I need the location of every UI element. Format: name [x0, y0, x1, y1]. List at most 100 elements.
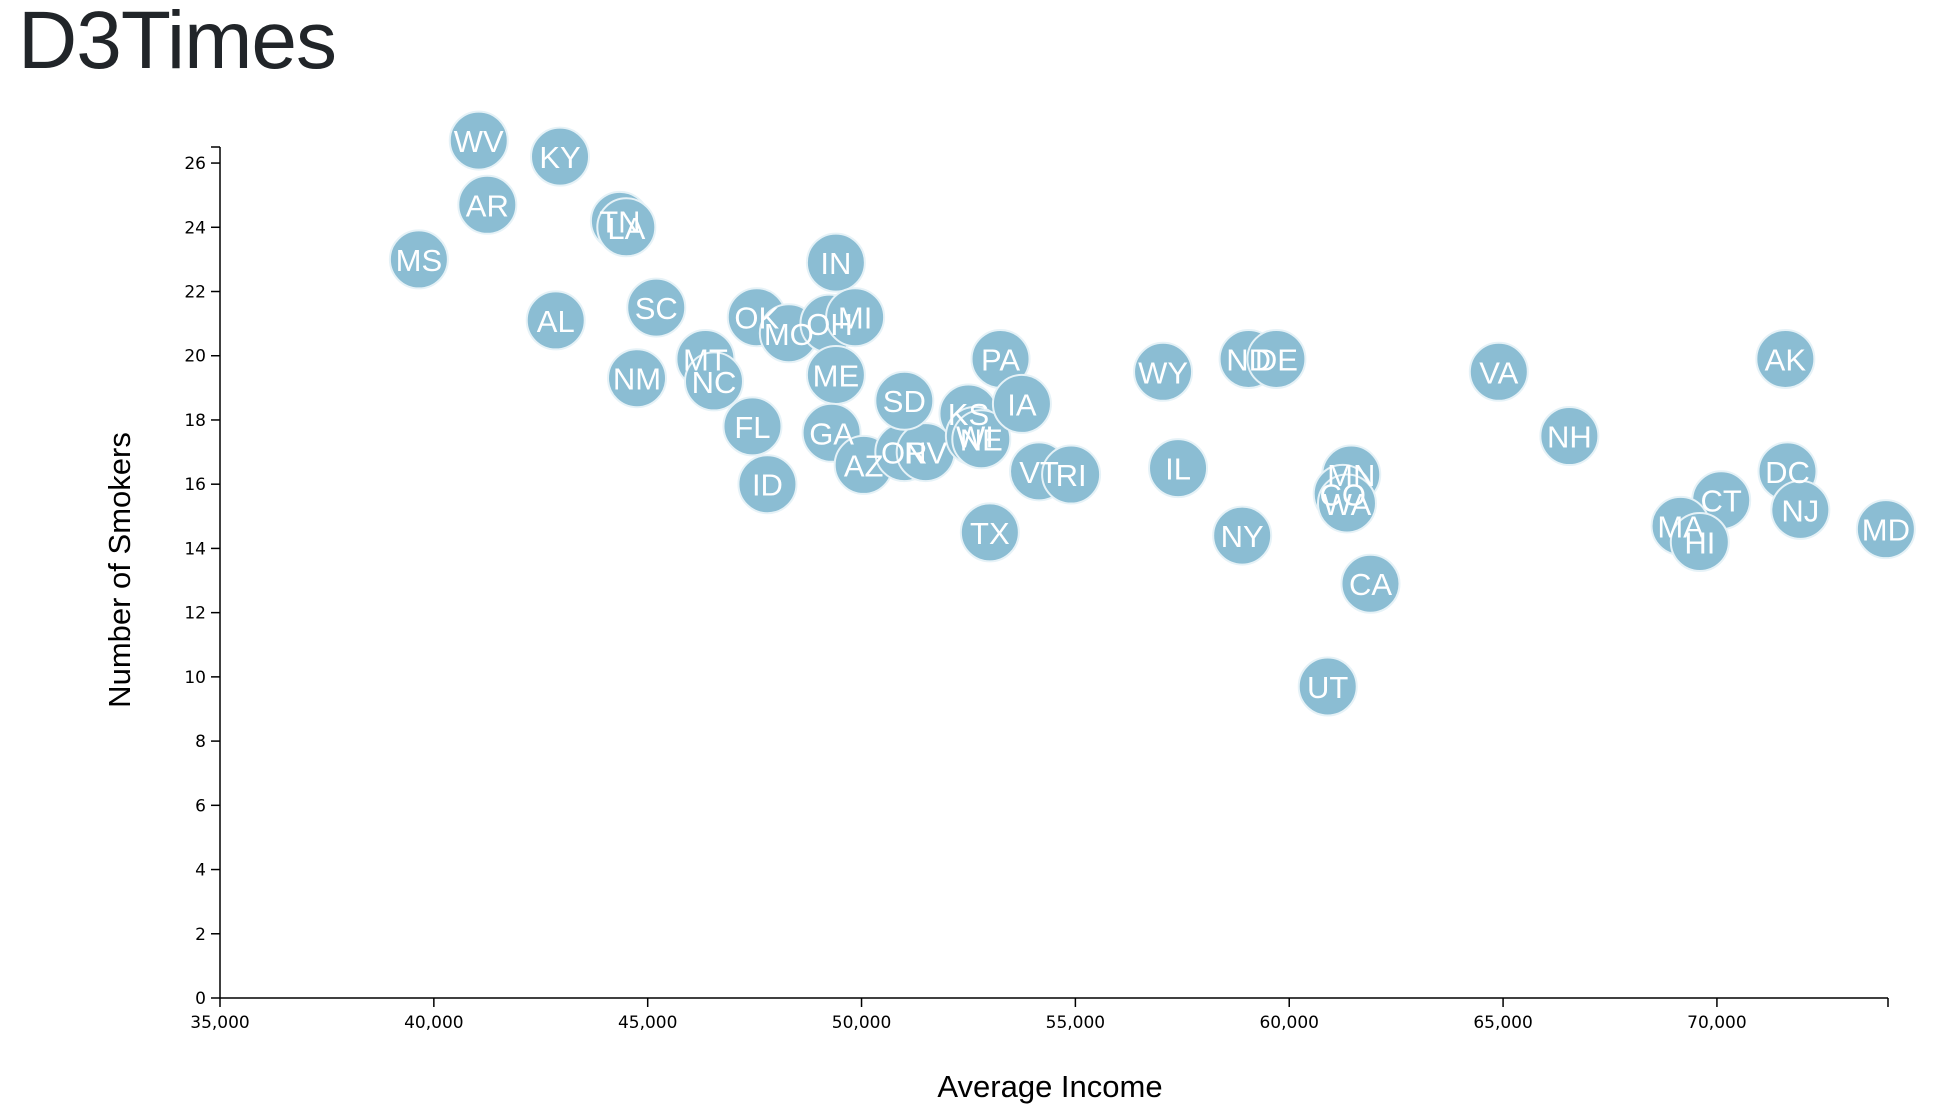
state-point-wy[interactable]: [1133, 341, 1194, 402]
state-label-vt: VT: [1019, 455, 1059, 490]
state-point-sc[interactable]: [626, 277, 687, 338]
state-point-ca[interactable]: [1340, 553, 1401, 614]
state-point-ky[interactable]: [530, 126, 591, 187]
state-label-fl: FL: [734, 410, 770, 445]
state-point-la[interactable]: [596, 197, 657, 258]
state-label-ut: UT: [1307, 670, 1348, 705]
y-tick-label: 20: [184, 347, 206, 367]
state-label-va: VA: [1479, 355, 1518, 390]
state-label-ia: IA: [1007, 387, 1037, 422]
state-point-nh[interactable]: [1539, 406, 1600, 467]
state-label-mo: MO: [764, 317, 814, 352]
state-point-hi[interactable]: [1669, 511, 1730, 572]
y-tick-label: 10: [184, 668, 206, 688]
state-point-ri[interactable]: [1041, 444, 1102, 505]
x-axis: 35,000 40,000 45,000 50,000 55,000 60,000 65,0…: [190, 997, 1889, 1033]
state-label-tx: TX: [970, 516, 1010, 551]
state-label-oh: OH: [806, 307, 853, 342]
state-label-az: AZ: [844, 448, 884, 483]
state-point-al[interactable]: [525, 290, 586, 351]
state-point-ak[interactable]: [1755, 328, 1816, 389]
state-point-sd[interactable]: [874, 370, 935, 431]
y-tick-label: 16: [184, 475, 206, 495]
state-point-va[interactable]: [1468, 341, 1529, 402]
state-label-nm: NM: [613, 362, 661, 397]
state-label-ca: CA: [1349, 567, 1392, 602]
state-point-de[interactable]: [1246, 328, 1307, 389]
y-tick-label: 18: [184, 411, 206, 431]
x-tick-label: 40,000: [404, 1013, 463, 1033]
state-point-nj[interactable]: [1770, 479, 1831, 540]
state-label-id: ID: [752, 468, 783, 503]
x-tick-label: 65,000: [1473, 1013, 1532, 1033]
state-point-ne[interactable]: [951, 409, 1012, 470]
state-label-la: LA: [607, 211, 645, 246]
state-point-md[interactable]: [1855, 499, 1916, 560]
state-label-tn: TN: [599, 204, 640, 239]
y-tick-label: 0: [195, 989, 206, 1009]
x-tick-label: 70,000: [1687, 1013, 1746, 1033]
state-point-wa[interactable]: [1316, 473, 1377, 534]
state-label-md: MD: [1862, 513, 1910, 548]
state-label-il: IL: [1165, 452, 1191, 487]
state-label-mt: MT: [683, 342, 728, 377]
x-tick-label: 55,000: [1046, 1013, 1105, 1033]
state-label-hi: HI: [1684, 525, 1715, 560]
state-point-fl[interactable]: [722, 396, 783, 457]
state-point-nc[interactable]: [683, 351, 744, 412]
x-tick-label: 60,000: [1259, 1013, 1318, 1033]
y-tick-label: 22: [184, 283, 206, 303]
y-tick-label: 12: [184, 604, 206, 624]
state-label-ne: NE: [960, 423, 1003, 458]
state-point-ut[interactable]: [1297, 656, 1358, 717]
state-point-ny[interactable]: [1212, 505, 1273, 566]
state-label-ks: KS: [948, 397, 989, 432]
y-tick-label: 4: [195, 861, 206, 881]
state-label-nj: NJ: [1781, 493, 1819, 528]
state-label-ga: GA: [809, 416, 854, 451]
state-label-ar: AR: [466, 188, 509, 223]
state-label-me: ME: [813, 359, 860, 394]
state-point-mi[interactable]: [825, 287, 886, 348]
state-point-il[interactable]: [1148, 438, 1209, 499]
y-tick-label: 14: [184, 539, 206, 559]
state-label-ct: CT: [1701, 484, 1742, 519]
state-label-ny: NY: [1221, 519, 1264, 554]
state-label-nc: NC: [692, 365, 737, 400]
state-point-ar[interactable]: [457, 174, 518, 235]
state-point-id[interactable]: [737, 454, 798, 515]
x-tick-label: 45,000: [618, 1013, 677, 1033]
state-label-nh: NH: [1547, 420, 1592, 455]
state-label-wa: WA: [1323, 487, 1372, 522]
y-tick-label: 6: [195, 796, 206, 816]
state-point-in[interactable]: [805, 232, 866, 293]
state-label-mn: MN: [1327, 458, 1375, 493]
state-label-ky: KY: [539, 140, 580, 175]
x-axis-title: Average Income: [937, 1069, 1162, 1104]
y-axis-title: Number of Smokers: [102, 432, 137, 708]
state-label-de: DE: [1255, 342, 1298, 377]
state-label-ms: MS: [396, 243, 443, 278]
state-point-tx[interactable]: [959, 502, 1020, 563]
x-tick-label: 35,000: [190, 1013, 249, 1033]
state-point-wv[interactable]: [448, 110, 509, 171]
page-title: D3Times: [18, 0, 337, 86]
state-point-nm[interactable]: [607, 348, 667, 409]
state-label-ak: AK: [1765, 342, 1807, 377]
state-label-ma: MA: [1657, 509, 1704, 544]
state-label-or: OR: [881, 436, 928, 471]
state-label-ri: RI: [1056, 458, 1087, 493]
y-tick-label: 24: [184, 218, 206, 238]
state-label-pa: PA: [981, 342, 1020, 377]
y-tick-label: 8: [195, 732, 206, 752]
state-label-mi: MI: [838, 301, 872, 336]
state-label-dc: DC: [1765, 455, 1810, 490]
y-tick-label: 2: [195, 925, 206, 945]
state-point-ia[interactable]: [991, 373, 1052, 434]
state-label-sc: SC: [635, 291, 678, 326]
y-tick-label: 26: [184, 154, 206, 174]
x-tick-label: 50,000: [832, 1013, 891, 1033]
state-point-ms[interactable]: [388, 229, 449, 290]
